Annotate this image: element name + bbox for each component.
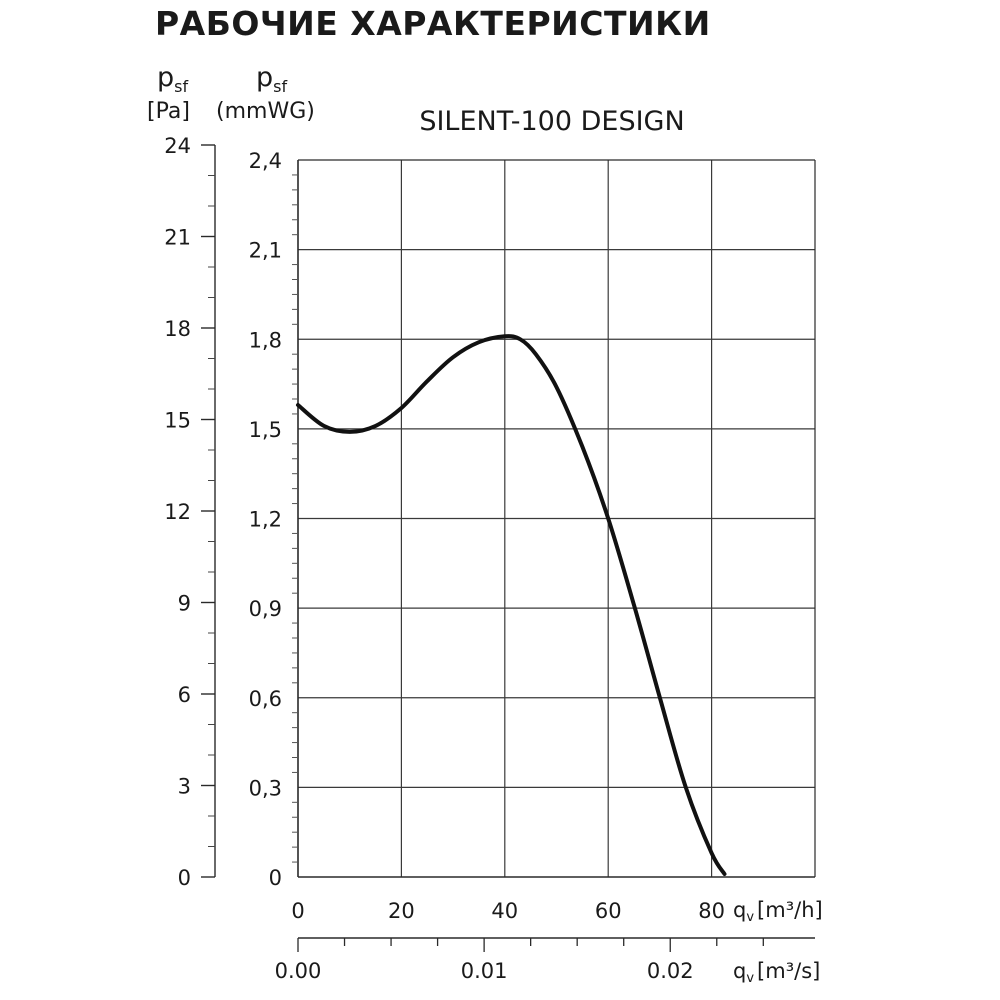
- y-right-subscript: sf: [273, 77, 287, 96]
- y-tick-label-pa-8: 24: [164, 134, 191, 158]
- y-tick-label-pa-7: 21: [164, 226, 191, 250]
- y-tick-label-pa-2: 6: [178, 683, 191, 707]
- x2-tick-label-0: 0.00: [275, 959, 322, 983]
- x-secondary-subscript: v: [746, 971, 754, 986]
- y-tick-label-pa-5: 15: [164, 409, 191, 433]
- y-right-unit: (mmWG): [216, 99, 315, 124]
- y-tick-label-mmwg-6: 1,8: [249, 328, 282, 352]
- x-axis: 0 20 40 60 80: [291, 899, 725, 923]
- y-tick-label-pa-4: 12: [164, 500, 191, 524]
- x-primary-title: qv [m³/h]: [733, 898, 823, 925]
- y-tick-label-mmwg-7: 2,1: [249, 239, 282, 263]
- y-tick-label-mmwg-0: 0: [269, 866, 282, 890]
- y-tick-label-mmwg-2: 0,6: [249, 687, 282, 711]
- chart-title: SILENT-100 DESIGN: [419, 106, 684, 137]
- right-axis: 0 0,3 0,6 0,9 1,2 1,5 1,8 2,1 2,4: [249, 149, 298, 890]
- y-right-title: psf: [256, 62, 287, 96]
- x2-axis: 0.00 0.01 0.02: [275, 937, 815, 983]
- x2-tick-label-1: 0.01: [461, 959, 508, 983]
- y-tick-label-pa-1: 3: [178, 775, 191, 799]
- x-secondary-title: qv [m³/s]: [733, 959, 820, 986]
- y-left-symbol: p: [157, 62, 174, 93]
- x-tick-label-0: 0: [291, 899, 304, 923]
- y-left-unit: [Pa]: [147, 99, 190, 124]
- x-primary-symbol: q: [733, 898, 746, 922]
- y-tick-label-mmwg-8: 2,4: [249, 149, 282, 173]
- y-left-title: psf: [157, 62, 188, 96]
- x-secondary-unit: [m³/s]: [757, 959, 820, 983]
- page-title: РАБОЧИЕ ХАРАКТЕРИСТИКИ: [155, 4, 711, 43]
- y-right-symbol: p: [256, 62, 273, 93]
- x-primary-subscript: v: [746, 910, 754, 925]
- x-tick-label-3: 60: [595, 899, 622, 923]
- curve-group: [296, 334, 727, 876]
- y-left-subscript: sf: [174, 77, 188, 96]
- x-tick-label-2: 40: [491, 899, 518, 923]
- left-axis: 0 3 6 9 12 15 18 21 24: [164, 134, 216, 890]
- y-tick-label-mmwg-1: 0,3: [249, 776, 282, 800]
- y-tick-label-pa-0: 0: [178, 866, 191, 890]
- grid: [298, 160, 815, 877]
- x-tick-label-4: 80: [698, 899, 725, 923]
- x-primary-unit: [m³/h]: [757, 898, 823, 922]
- y-tick-label-mmwg-5: 1,5: [249, 418, 282, 442]
- y-tick-label-mmwg-3: 0,9: [249, 597, 282, 621]
- y-tick-label-pa-6: 18: [164, 317, 191, 341]
- performance-curve: [296, 334, 727, 876]
- y-tick-label-mmwg-4: 1,2: [249, 508, 282, 532]
- x2-tick-label-2: 0.02: [647, 959, 694, 983]
- x-secondary-symbol: q: [733, 959, 746, 983]
- y-tick-label-pa-3: 9: [178, 592, 191, 616]
- x-tick-label-1: 20: [388, 899, 415, 923]
